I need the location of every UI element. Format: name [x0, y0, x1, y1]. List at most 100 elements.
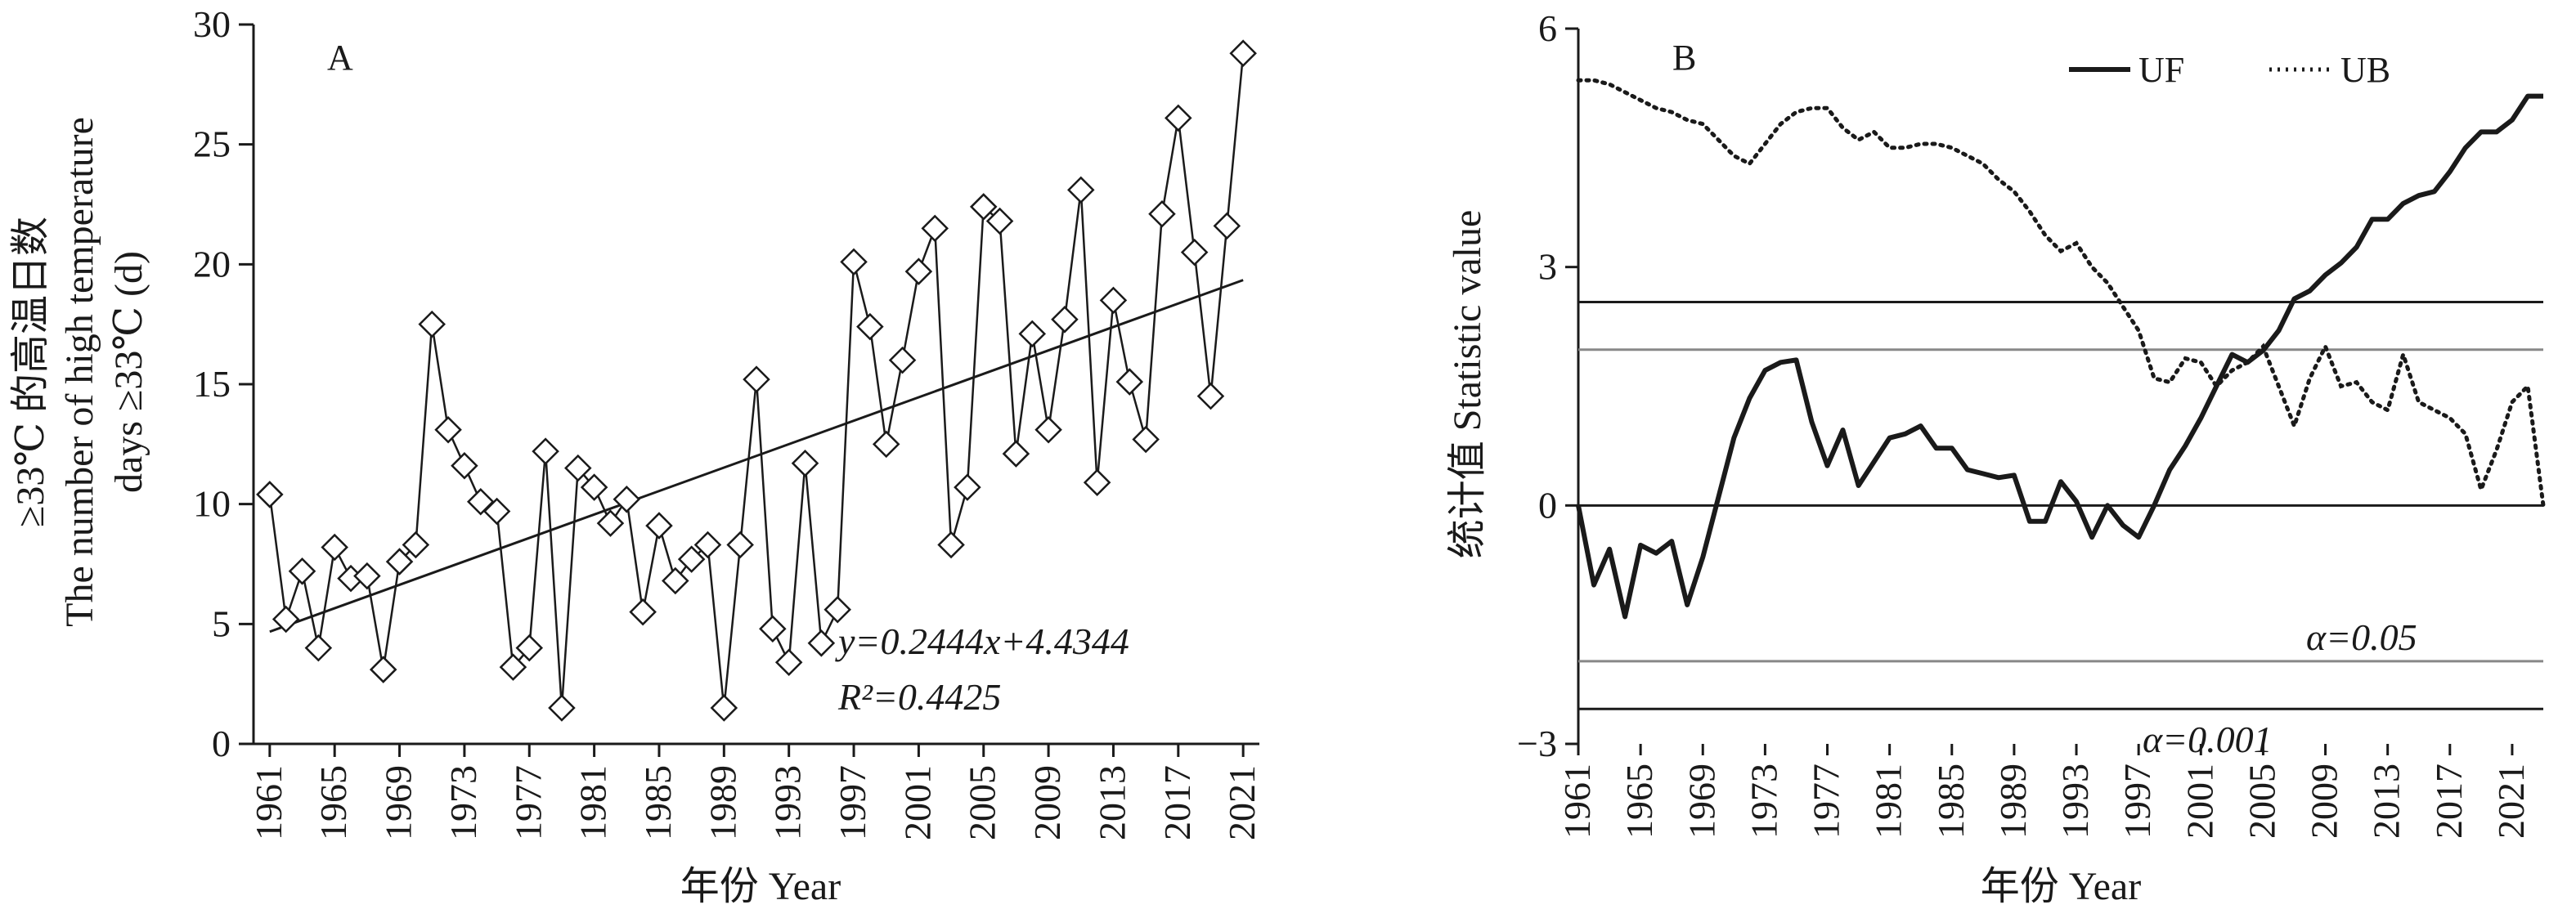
panel-a-data-point	[921, 214, 949, 243]
panel-a-data-point	[710, 694, 738, 722]
panel-a-data-point	[1148, 199, 1176, 228]
panel-a-data-point	[451, 451, 478, 480]
panel-a-y-tick-label: 20	[193, 243, 231, 284]
panel-a-r-squared: R²=0.4425	[837, 676, 1001, 718]
panel-a-data-point	[824, 595, 851, 624]
panel-b-x-tick-label: 2017	[2428, 764, 2470, 839]
panel-a-data-point	[888, 346, 917, 374]
panel-b-x-tick-label: 2009	[2304, 764, 2345, 839]
panel-b-y-tick-label: 6	[1538, 7, 1557, 49]
panel-a-data-point	[969, 193, 998, 221]
panel-a-data-point	[774, 648, 803, 677]
panel-a-data-point	[1213, 212, 1241, 240]
panel-a-y-axis-title: ≥33℃ 的高温日数 The number of high temperatur…	[9, 117, 150, 627]
panel-a-data-point	[304, 634, 333, 662]
panel-a-data-point	[321, 533, 348, 562]
panel-a-x-tick-label: 1977	[507, 765, 549, 840]
panel-a-data-point	[532, 437, 559, 465]
panel-a-data-point	[1002, 440, 1030, 468]
panel-b-x-tick-label: 2001	[2179, 764, 2220, 839]
panel-a-y-title-line3: days ≥33℃ (d)	[107, 251, 150, 493]
panel-a-x-axis-title: 年份 Year	[680, 865, 841, 908]
panel-b-x-tick-label: 2005	[2241, 764, 2282, 839]
panel-a-x-tick-label: 2013	[1091, 765, 1133, 840]
panel-a-y-title-line1: ≥33℃ 的高温日数	[9, 217, 52, 527]
panel-a-data-point	[937, 531, 965, 559]
panel-a-data-point	[1099, 286, 1128, 315]
panel-a-data-point	[743, 365, 770, 393]
panel-a-x-tick-label: 1969	[378, 765, 420, 840]
panel-b-x-axis-title: 年份 Year	[1981, 865, 2141, 908]
panel-a-x-tick-label: 1961	[248, 765, 289, 840]
panel-b-x-tick-label: 1973	[1743, 764, 1784, 839]
panel-a-data-point	[418, 310, 446, 338]
panel-a-data-point	[872, 430, 900, 459]
panel-a-x-tick-label: 1989	[702, 765, 743, 840]
panel-a-data-point	[677, 545, 706, 573]
panel-b-x-tick-label: 1981	[1868, 764, 1910, 839]
panel-a-x-tick-label: 1993	[767, 765, 809, 840]
panel-a-data-point	[499, 653, 527, 681]
uf-series-line	[1576, 93, 2543, 620]
panel-a-data-point	[693, 531, 722, 559]
panel-a-x-tick-label: 2009	[1026, 765, 1068, 840]
panel-a-y-tick-label: 15	[193, 363, 231, 405]
panel-a-data-point	[1018, 320, 1047, 348]
legend-label-uf: UF	[2138, 50, 2184, 90]
panel-b-x-tick-label: 1969	[1681, 764, 1722, 839]
panel-a-data-point	[1067, 176, 1095, 204]
panel-b-label: B	[1672, 38, 1696, 78]
panel-a-data-point	[402, 531, 430, 559]
panel-a-data-point	[1034, 415, 1062, 444]
panel-a-data-point	[596, 509, 625, 537]
panel-a-data-point	[629, 598, 657, 626]
panel-a-data-point	[1051, 306, 1079, 334]
panel-a-data-point	[1229, 39, 1257, 67]
panel-a-x-tick-label: 2005	[962, 765, 1003, 840]
panel-a-x-tick-label: 2001	[896, 765, 938, 840]
panel-a-y-tick-label: 0	[212, 723, 231, 764]
panel-a-y-tick-label: 10	[193, 483, 231, 525]
panel-a-x-tick-label: 1981	[572, 765, 614, 840]
panel-a-data-point	[1165, 104, 1192, 132]
panel-a-x-tick-label: 1965	[312, 765, 354, 840]
panel-a-trendline	[269, 279, 1244, 634]
panel-a-data-point	[434, 415, 462, 444]
alpha-005-label: α=0.05	[2306, 616, 2417, 658]
panel-b-y-tick-label: 3	[1538, 246, 1557, 288]
panel-a-data-point	[856, 312, 884, 341]
panel-a-data-point	[1132, 425, 1160, 454]
panel-a-data-point	[985, 207, 1014, 235]
panel-a-data-point	[272, 605, 300, 634]
panel-a-data-point	[613, 486, 641, 513]
panel-b-x-tick-label: 1977	[1806, 764, 1847, 839]
panel-b-y-axis-title: 统计值 Statistic value	[1446, 210, 1489, 559]
panel-a-data-point	[840, 248, 868, 276]
panel-a-data-point	[580, 473, 608, 501]
panel-a-data-point	[1083, 468, 1111, 497]
alpha-0001-label: α=0.001	[2143, 719, 2273, 760]
panel-a-data-point	[256, 481, 284, 508]
panel-a-data-point	[791, 450, 819, 477]
panel-a-label: A	[327, 38, 353, 78]
panel-a-data-point	[385, 548, 414, 575]
panel-a-data-point	[515, 634, 544, 662]
panel-b-x-tick-label: 1993	[2054, 764, 2096, 839]
panel-a-data-point	[548, 694, 576, 722]
panel-a-data-point	[904, 257, 933, 285]
panel-a-equation: y=0.2444x+4.4344	[835, 620, 1129, 662]
panel-a-data-point	[645, 512, 673, 540]
panel-b-y-tick-label: 0	[1538, 484, 1557, 526]
legend-label-ub: UB	[2340, 50, 2390, 90]
panel-a-y-tick-label: 30	[193, 3, 231, 45]
panel-a-chart: A ≥33℃ 的高温日数 The number of high temperat…	[9, 3, 1263, 908]
legend: UF UB	[2069, 50, 2390, 90]
panel-a-data-point	[353, 562, 381, 590]
panel-a-data-point	[759, 615, 787, 643]
panel-a-x-tick-label: 1985	[637, 765, 679, 840]
panel-b-x-tick-label: 1989	[1992, 764, 2034, 839]
panel-a-data-point	[1196, 382, 1225, 410]
panel-a-data-point	[807, 629, 836, 657]
panel-b-x-tick-label: 1961	[1556, 764, 1598, 839]
panel-a-x-tick-label: 1973	[442, 765, 484, 840]
